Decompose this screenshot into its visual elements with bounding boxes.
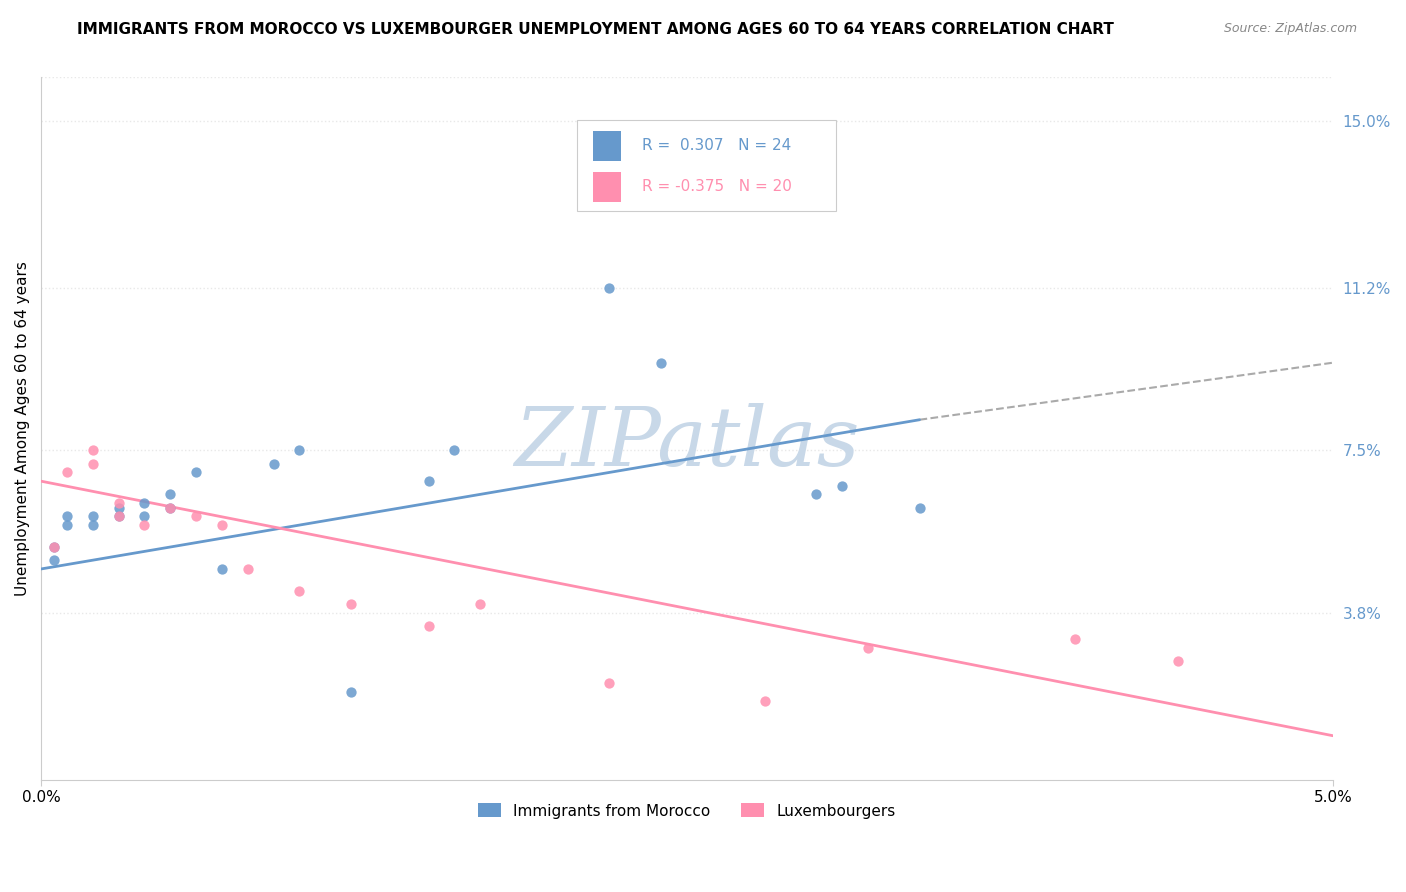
Point xyxy=(184,509,207,524)
Point xyxy=(806,487,828,501)
FancyBboxPatch shape xyxy=(578,120,835,211)
Point xyxy=(56,509,79,524)
Point xyxy=(42,540,65,554)
Legend: Immigrants from Morocco, Luxembourgers: Immigrants from Morocco, Luxembourgers xyxy=(472,797,901,824)
Point xyxy=(134,496,156,510)
Text: R = -0.375   N = 20: R = -0.375 N = 20 xyxy=(641,179,792,194)
Point xyxy=(1063,632,1085,647)
Bar xyxy=(593,131,621,161)
Point xyxy=(184,466,207,480)
Point xyxy=(598,281,620,295)
Point xyxy=(42,540,65,554)
Point xyxy=(107,500,129,515)
Text: R =  0.307   N = 24: R = 0.307 N = 24 xyxy=(641,138,792,153)
Point xyxy=(236,562,259,576)
Point xyxy=(288,443,311,458)
Point xyxy=(107,509,129,524)
Point xyxy=(134,518,156,533)
Point xyxy=(340,685,363,699)
Point xyxy=(159,500,181,515)
Point xyxy=(82,457,104,471)
Point xyxy=(650,356,672,370)
Point xyxy=(263,457,285,471)
Point xyxy=(856,640,879,655)
Text: ZIPatlas: ZIPatlas xyxy=(515,402,859,483)
Point xyxy=(418,474,440,488)
Point xyxy=(598,676,620,690)
Point xyxy=(418,619,440,633)
Point xyxy=(470,597,492,611)
Point xyxy=(211,562,233,576)
Bar xyxy=(593,172,621,202)
Point xyxy=(1167,654,1189,668)
Point xyxy=(134,509,156,524)
Text: Source: ZipAtlas.com: Source: ZipAtlas.com xyxy=(1223,22,1357,36)
Point xyxy=(82,443,104,458)
Text: IMMIGRANTS FROM MOROCCO VS LUXEMBOURGER UNEMPLOYMENT AMONG AGES 60 TO 64 YEARS C: IMMIGRANTS FROM MOROCCO VS LUXEMBOURGER … xyxy=(77,22,1114,37)
Point xyxy=(831,478,853,492)
Point xyxy=(107,509,129,524)
Point xyxy=(159,487,181,501)
Point xyxy=(56,466,79,480)
Point xyxy=(42,553,65,567)
Point xyxy=(340,597,363,611)
Point xyxy=(443,443,465,458)
Point xyxy=(908,500,931,515)
Point xyxy=(288,583,311,598)
Point xyxy=(159,500,181,515)
Point xyxy=(211,518,233,533)
Point xyxy=(754,693,776,707)
Point xyxy=(56,518,79,533)
Y-axis label: Unemployment Among Ages 60 to 64 years: Unemployment Among Ages 60 to 64 years xyxy=(15,261,30,596)
Point xyxy=(107,496,129,510)
Point xyxy=(82,518,104,533)
Point xyxy=(82,509,104,524)
